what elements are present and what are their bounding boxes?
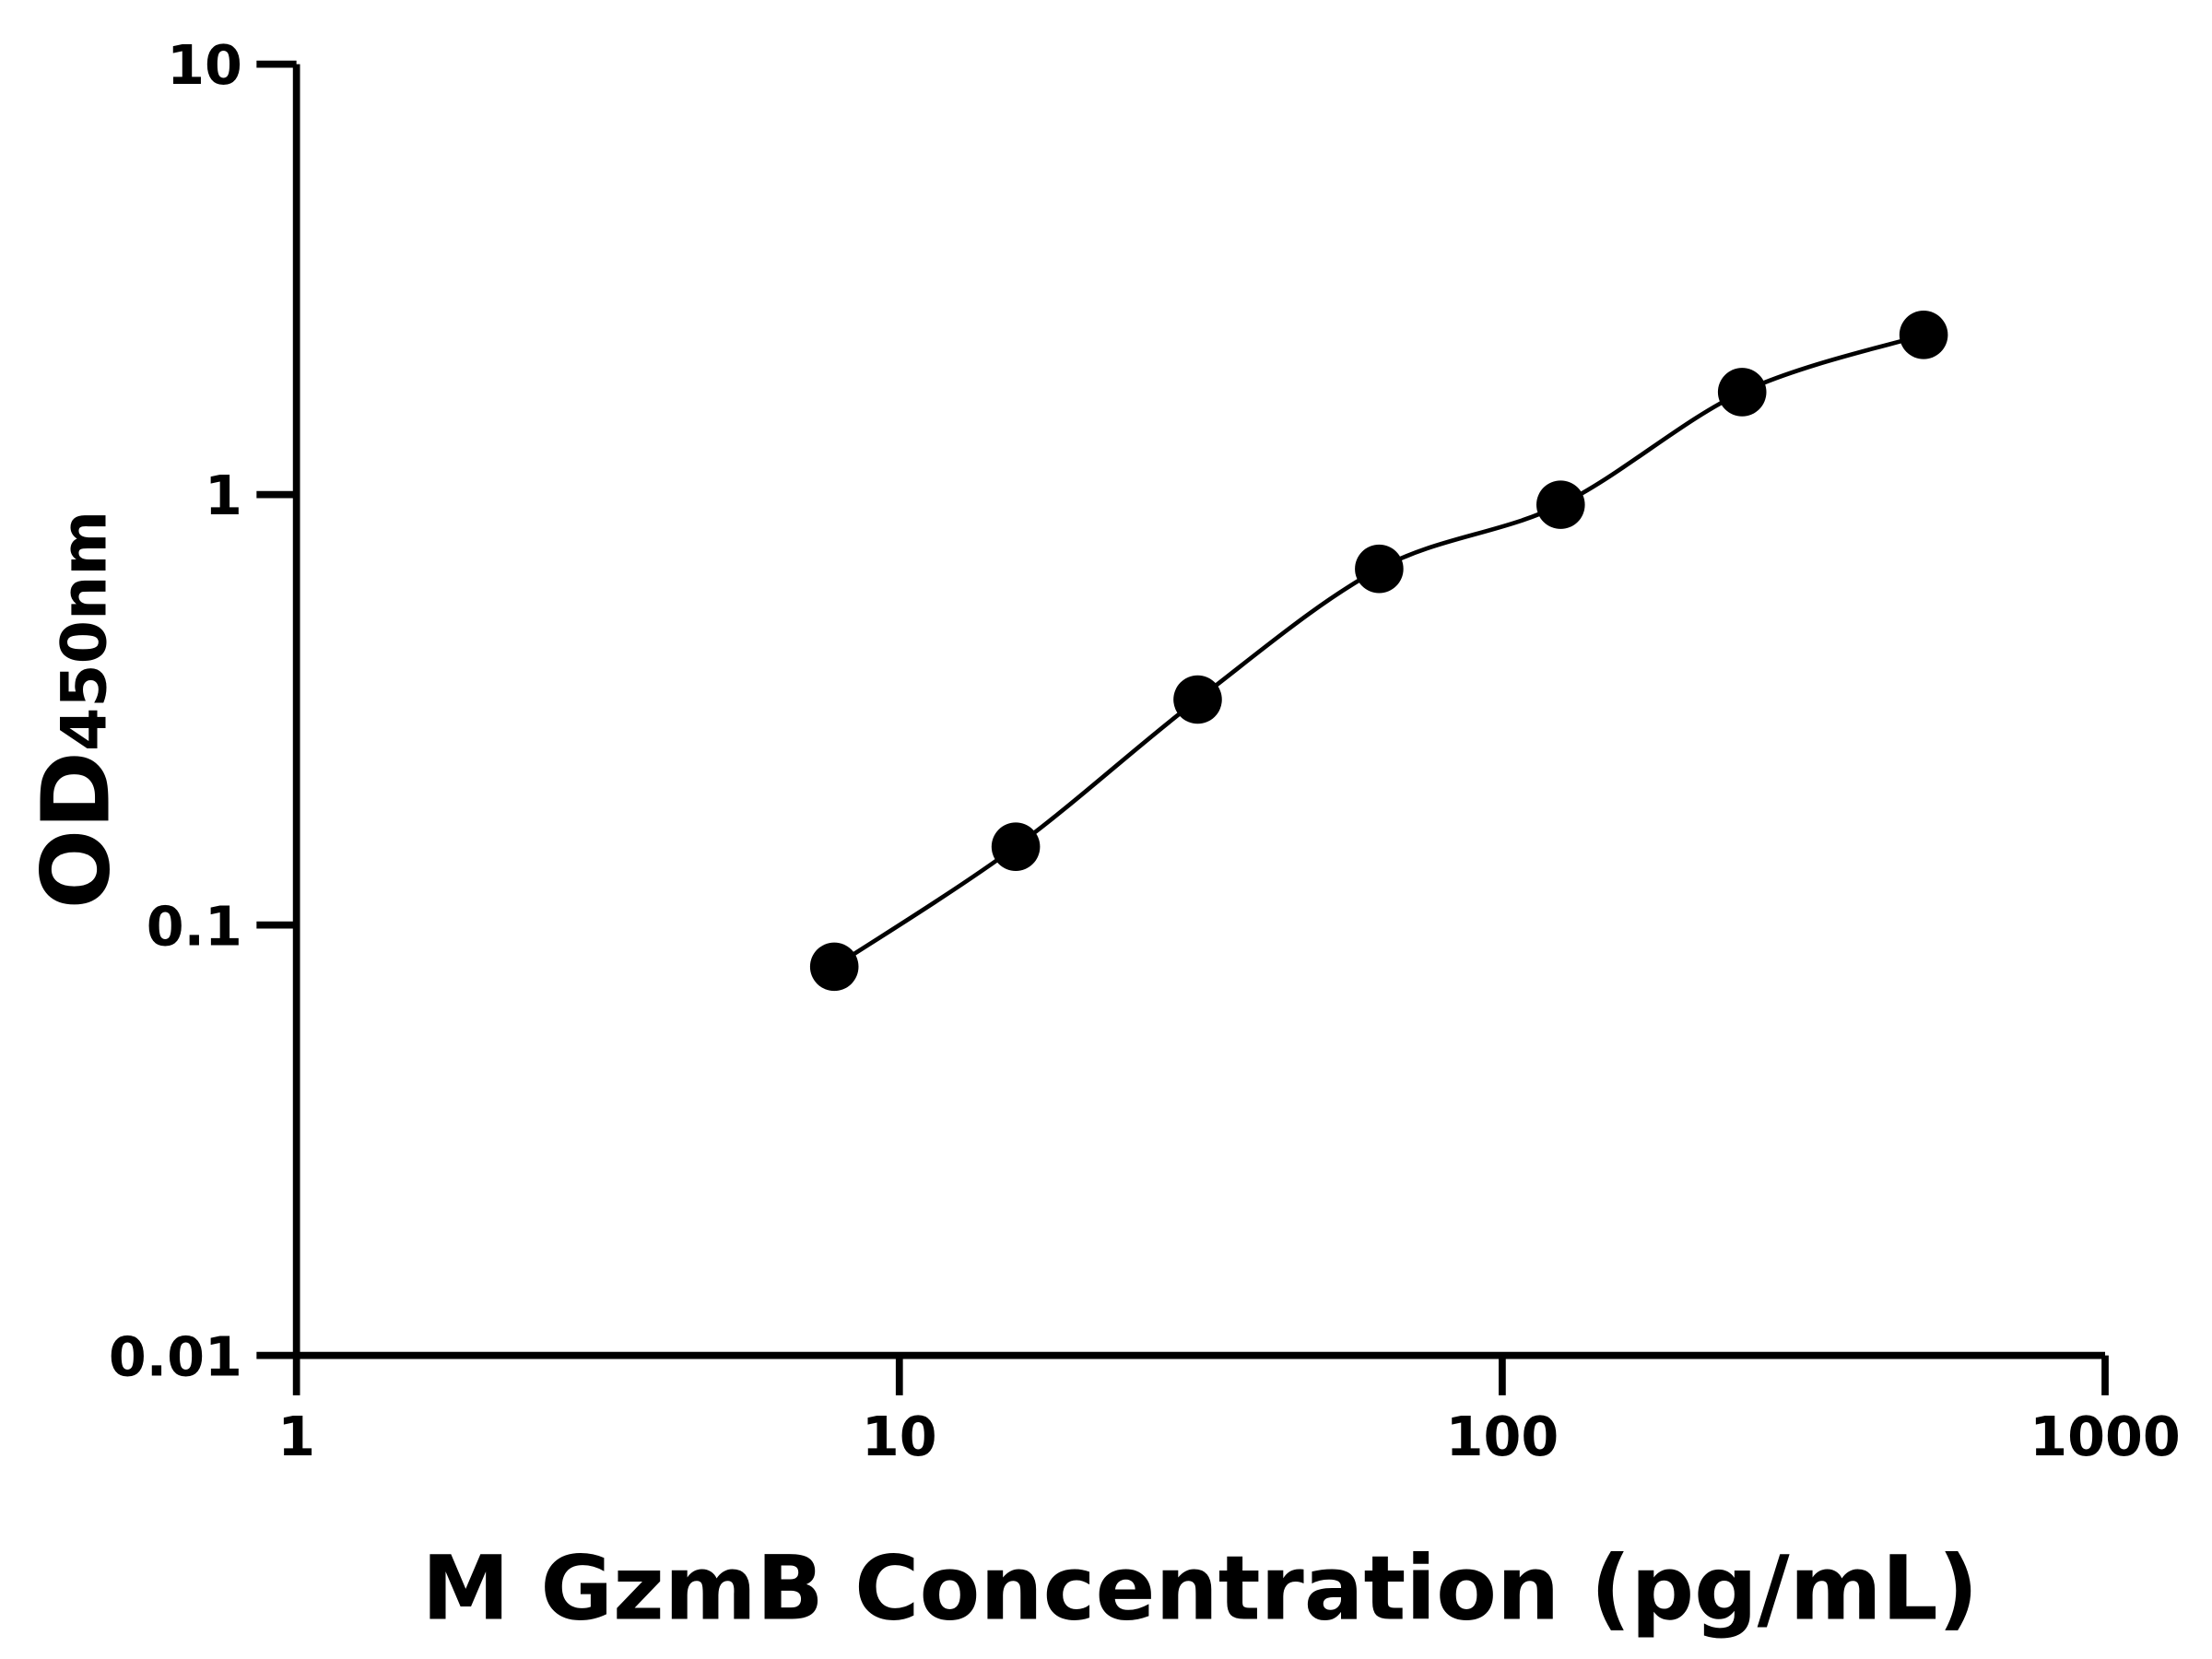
axes [292, 64, 2106, 1359]
data-point [1717, 368, 1767, 417]
ticks: 1 10 100 1000 0.01 0.1 1 10 [109, 33, 2181, 1468]
y-axis-label: OD450nm [22, 511, 132, 910]
y-tick-label: 10 [167, 33, 242, 97]
x-tick-label: 100 [1446, 1405, 1559, 1468]
data-point [1899, 311, 1948, 359]
y-tick-label: 0.01 [109, 1324, 242, 1388]
data-point [1355, 544, 1404, 594]
y-axis-label-main: OD [22, 751, 132, 909]
x-tick-label: 10 [862, 1405, 937, 1468]
x-axis-label: M GzmB Concentration (pg/mL) [422, 1537, 1979, 1641]
y-tick-label: 0.1 [147, 894, 242, 958]
data-point [1173, 675, 1222, 724]
fit-curve [832, 333, 1924, 969]
data-point [809, 942, 859, 992]
data-point [991, 822, 1041, 871]
x-tick-label: 1 [277, 1405, 315, 1468]
y-axis-label-sub: 450nm [48, 511, 121, 751]
x-tick-label: 1000 [2030, 1405, 2181, 1468]
data-point [1535, 480, 1585, 529]
data-points [809, 311, 1948, 992]
y-tick-label: 1 [205, 464, 242, 527]
